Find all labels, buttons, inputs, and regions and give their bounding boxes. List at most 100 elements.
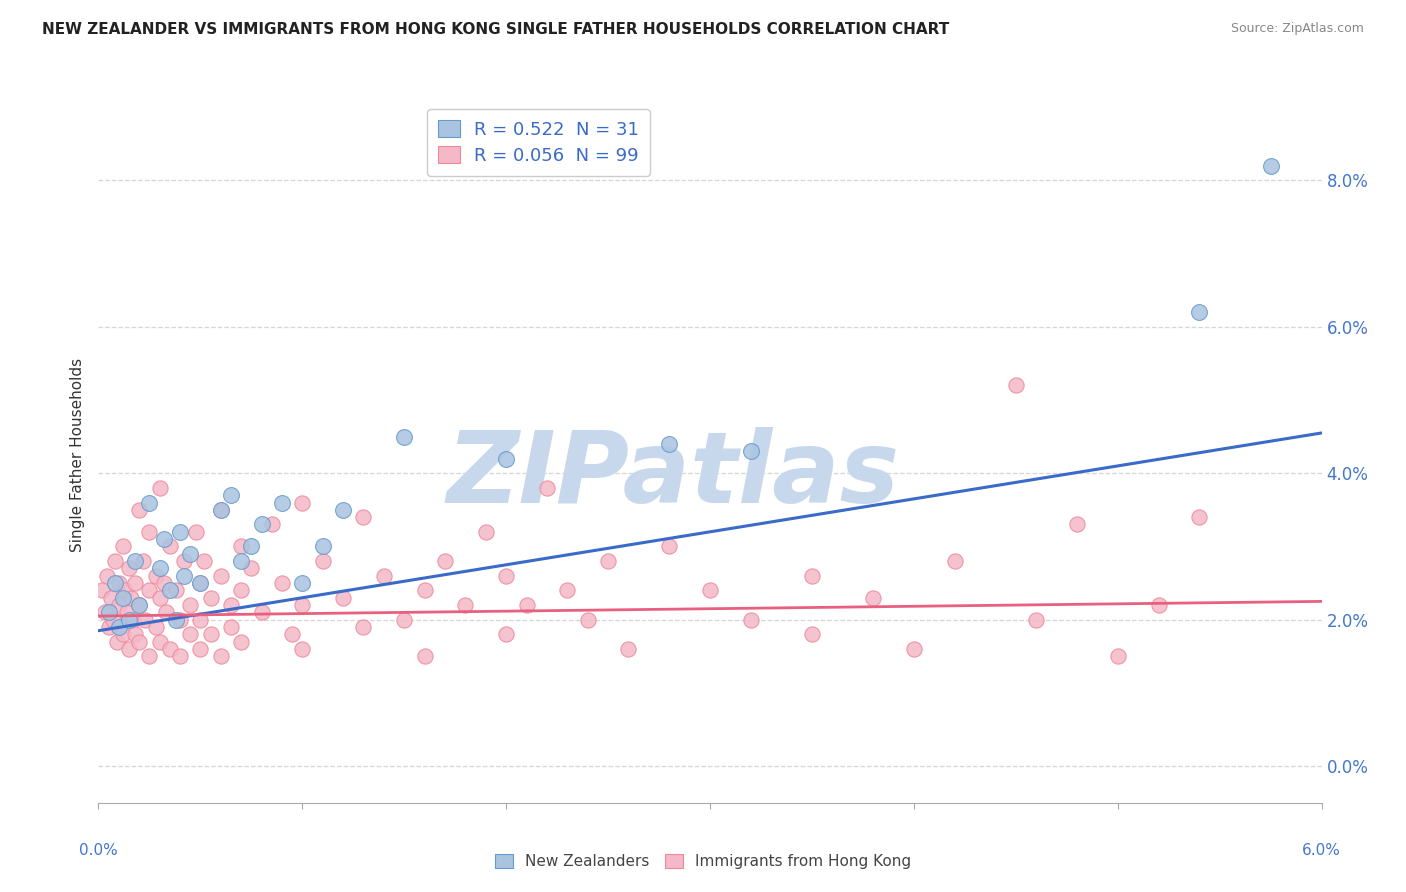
Point [122, 613, 145, 627]
Point [209, 503, 232, 517]
Point [617, 642, 640, 657]
Point [576, 613, 599, 627]
Point [495, 627, 517, 641]
Point [193, 554, 215, 568]
Point [100, 591, 122, 605]
Point [801, 568, 824, 582]
Point [188, 642, 211, 657]
Point [332, 503, 354, 517]
Point [1188, 510, 1211, 524]
Point [128, 634, 150, 648]
Point [352, 620, 374, 634]
Point [200, 591, 222, 605]
Point [1147, 598, 1170, 612]
Point [128, 598, 150, 612]
Point [138, 524, 160, 539]
Point [413, 649, 436, 664]
Point [291, 495, 314, 509]
Point [332, 591, 354, 605]
Point [101, 613, 124, 627]
Point [169, 649, 191, 664]
Point [179, 598, 201, 612]
Point [165, 583, 187, 598]
Point [138, 583, 160, 598]
Point [555, 583, 579, 598]
Point [91, 583, 114, 598]
Text: ZIPatlas: ZIPatlas [447, 427, 900, 524]
Point [1025, 613, 1047, 627]
Point [209, 503, 232, 517]
Point [108, 576, 131, 591]
Point [1107, 649, 1129, 664]
Point [152, 576, 174, 591]
Point [291, 598, 314, 612]
Point [149, 481, 172, 495]
Point [128, 503, 150, 517]
Point [108, 620, 131, 634]
Point [97, 620, 120, 634]
Point [229, 583, 253, 598]
Point [118, 613, 141, 627]
Point [96, 568, 118, 582]
Point [250, 606, 273, 620]
Point [352, 510, 374, 524]
Point [219, 598, 242, 612]
Point [188, 576, 211, 591]
Point [740, 444, 762, 458]
Point [111, 627, 134, 641]
Point [209, 649, 232, 664]
Point [454, 598, 477, 612]
Point [188, 576, 211, 591]
Point [108, 598, 131, 612]
Point [596, 554, 619, 568]
Point [1188, 305, 1211, 319]
Point [128, 598, 150, 612]
Point [132, 554, 155, 568]
Point [104, 554, 127, 568]
Point [97, 606, 120, 620]
Point [740, 613, 762, 627]
Point [188, 613, 211, 627]
Point [149, 591, 172, 605]
Point [124, 627, 146, 641]
Point [311, 540, 335, 554]
Point [111, 540, 134, 554]
Point [801, 627, 824, 641]
Point [149, 561, 172, 575]
Point [209, 568, 232, 582]
Point [270, 495, 292, 509]
Point [118, 642, 141, 657]
Point [155, 606, 177, 620]
Point [115, 606, 138, 620]
Point [120, 591, 142, 605]
Point [179, 627, 201, 641]
Point [93, 606, 115, 620]
Point [159, 540, 181, 554]
Point [413, 583, 436, 598]
Point [862, 591, 884, 605]
Point [1066, 517, 1088, 532]
Point [392, 429, 416, 443]
Text: 6.0%: 6.0% [1302, 843, 1341, 858]
Point [250, 517, 273, 532]
Point [392, 613, 416, 627]
Point [240, 540, 263, 554]
Point [111, 591, 134, 605]
Legend: New Zealanders, Immigrants from Hong Kong: New Zealanders, Immigrants from Hong Kon… [488, 847, 918, 875]
Point [903, 642, 925, 657]
Point [114, 583, 136, 598]
Point [134, 613, 156, 627]
Point [152, 532, 174, 546]
Point [173, 554, 195, 568]
Y-axis label: Single Father Households: Single Father Households [69, 358, 84, 552]
Point [219, 488, 242, 502]
Point [373, 568, 395, 582]
Point [138, 649, 160, 664]
Point [1004, 378, 1026, 392]
Point [536, 481, 558, 495]
Point [281, 627, 304, 641]
Point [118, 561, 141, 575]
Point [515, 598, 537, 612]
Point [311, 554, 335, 568]
Point [169, 524, 191, 539]
